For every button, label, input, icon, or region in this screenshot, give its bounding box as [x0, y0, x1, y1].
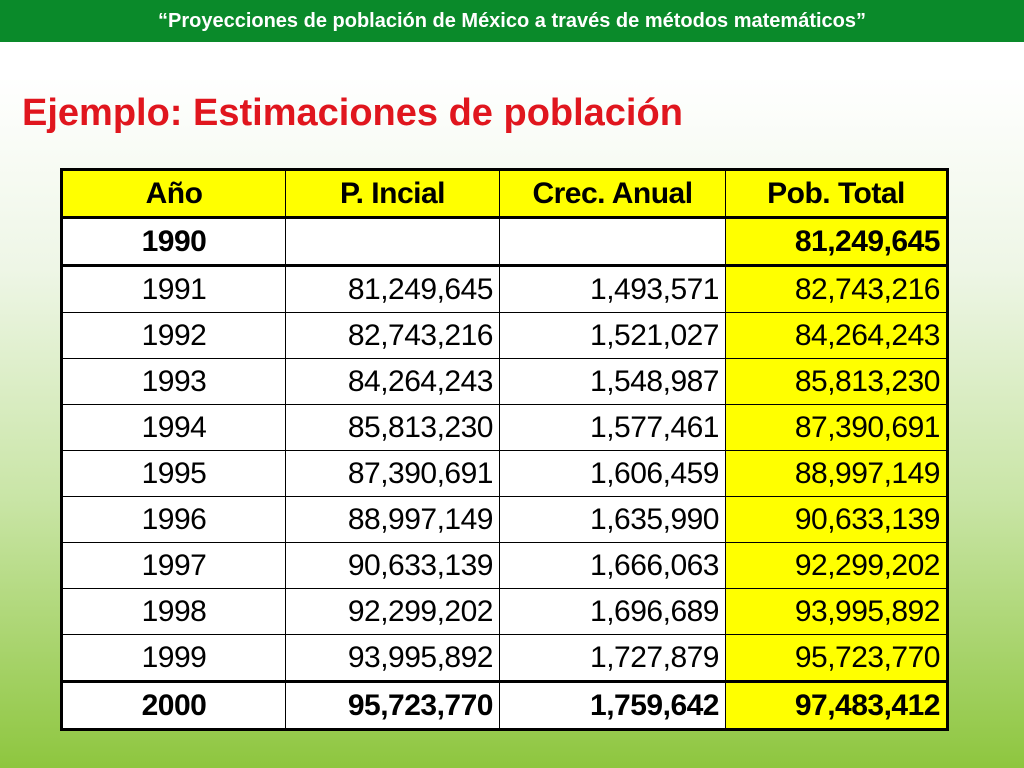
initial-population-cell: 92,299,202	[285, 588, 500, 635]
annual-growth-cell: 1,727,879	[499, 634, 726, 682]
initial-population-cell: 81,249,645	[285, 265, 500, 313]
year-cell: 1990	[61, 217, 286, 267]
slide-heading: Ejemplo: Estimaciones de población	[22, 92, 683, 134]
column-header-year: Año	[61, 169, 286, 219]
table-row: 1997 90,633,139 1,666,063 92,299,202	[61, 542, 948, 589]
initial-population-cell: 90,633,139	[285, 542, 500, 589]
table-row: 2000 95,723,770 1,759,642 97,483,412	[61, 680, 948, 730]
annual-growth-cell: 1,666,063	[499, 542, 726, 589]
annual-growth-cell: 1,577,461	[499, 404, 726, 451]
year-cell: 1998	[61, 588, 286, 635]
column-header-total-population: Pob. Total	[725, 169, 948, 219]
column-header-annual-growth: Crec. Anual	[499, 169, 726, 219]
total-population-cell: 84,264,243	[725, 312, 948, 359]
total-population-cell: 81,249,645	[725, 217, 948, 267]
table-row: 1999 93,995,892 1,727,879 95,723,770	[61, 634, 948, 682]
year-cell: 2000	[61, 680, 286, 730]
initial-population-cell: 88,997,149	[285, 496, 500, 543]
year-cell: 1994	[61, 404, 286, 451]
total-population-cell: 87,390,691	[725, 404, 948, 451]
annual-growth-cell: 1,696,689	[499, 588, 726, 635]
total-population-cell: 95,723,770	[725, 634, 948, 682]
initial-population-cell: 84,264,243	[285, 358, 500, 405]
total-population-cell: 90,633,139	[725, 496, 948, 543]
initial-population-cell: 87,390,691	[285, 450, 500, 497]
table-row: 1996 88,997,149 1,635,990 90,633,139	[61, 496, 948, 543]
table-row: 1998 92,299,202 1,696,689 93,995,892	[61, 588, 948, 635]
total-population-cell: 92,299,202	[725, 542, 948, 589]
total-population-cell: 88,997,149	[725, 450, 948, 497]
table-header-row: Año P. Incial Crec. Anual Pob. Total	[61, 169, 948, 219]
annual-growth-cell: 1,635,990	[499, 496, 726, 543]
initial-population-cell: 85,813,230	[285, 404, 500, 451]
total-population-cell: 85,813,230	[725, 358, 948, 405]
table-row: 1995 87,390,691 1,606,459 88,997,149	[61, 450, 948, 497]
annual-growth-cell: 1,759,642	[499, 680, 726, 730]
year-cell: 1999	[61, 634, 286, 682]
annual-growth-cell: 1,493,571	[499, 265, 726, 313]
annual-growth-cell: 1,548,987	[499, 358, 726, 405]
table-row: 1992 82,743,216 1,521,027 84,264,243	[61, 312, 948, 359]
year-cell: 1993	[61, 358, 286, 405]
total-population-cell: 82,743,216	[725, 265, 948, 313]
year-cell: 1992	[61, 312, 286, 359]
year-cell: 1997	[61, 542, 286, 589]
year-cell: 1995	[61, 450, 286, 497]
column-header-initial-population: P. Incial	[285, 169, 500, 219]
table-row: 1993 84,264,243 1,548,987 85,813,230	[61, 358, 948, 405]
year-cell: 1991	[61, 265, 286, 313]
initial-population-cell: 93,995,892	[285, 634, 500, 682]
table-row: 1990 81,249,645	[61, 217, 948, 267]
total-population-cell: 93,995,892	[725, 588, 948, 635]
presentation-title: “Proyecciones de población de México a t…	[157, 10, 867, 32]
annual-growth-cell	[499, 217, 726, 267]
total-population-cell: 97,483,412	[725, 680, 948, 730]
initial-population-cell: 95,723,770	[285, 680, 500, 730]
year-cell: 1996	[61, 496, 286, 543]
initial-population-cell: 82,743,216	[285, 312, 500, 359]
header-bar: “Proyecciones de población de México a t…	[0, 0, 1024, 42]
table-row: 1991 81,249,645 1,493,571 82,743,216	[61, 265, 948, 313]
table-row: 1994 85,813,230 1,577,461 87,390,691	[61, 404, 948, 451]
annual-growth-cell: 1,521,027	[499, 312, 726, 359]
annual-growth-cell: 1,606,459	[499, 450, 726, 497]
initial-population-cell	[285, 217, 500, 267]
population-table: Año P. Incial Crec. Anual Pob. Total 199…	[60, 168, 949, 731]
